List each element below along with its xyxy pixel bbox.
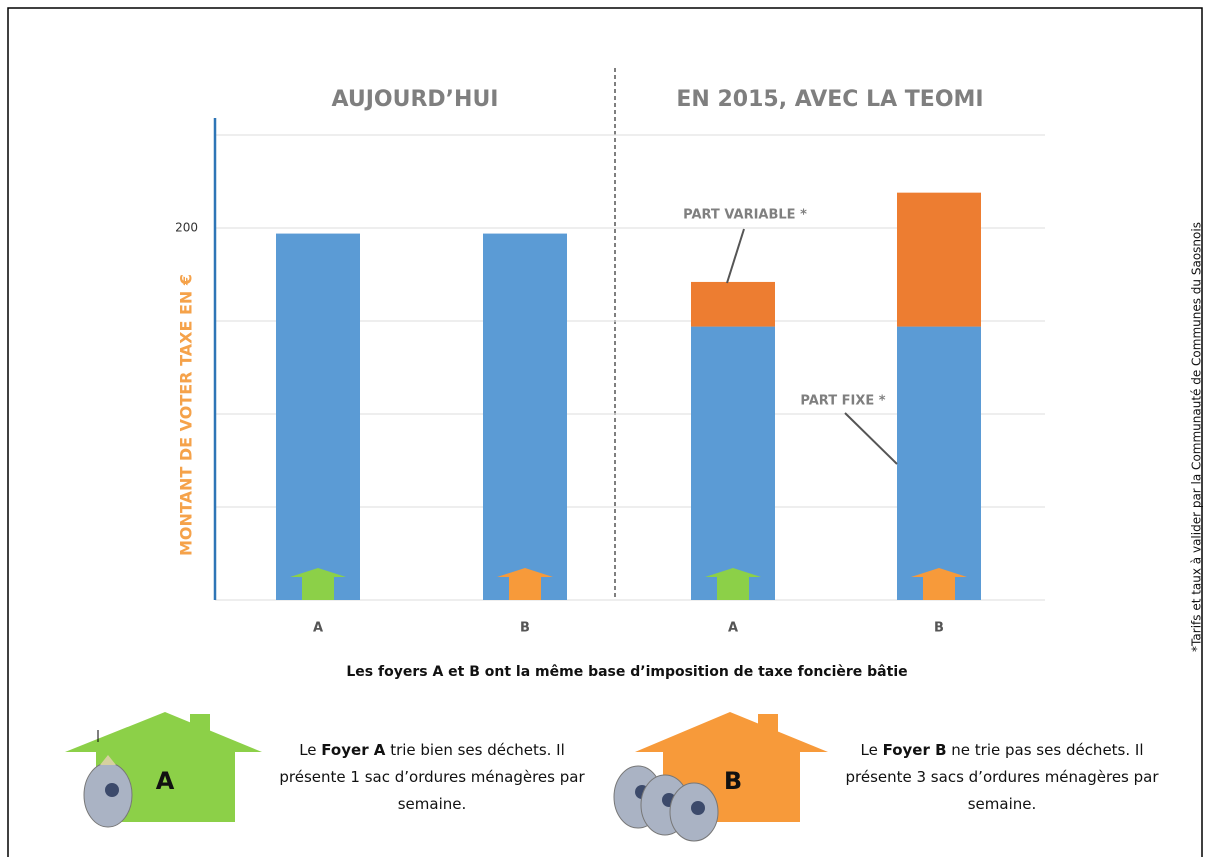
bar xyxy=(897,326,981,600)
x-tick-label: B xyxy=(520,621,530,636)
y-tick-label: 200 xyxy=(175,221,198,235)
house-icon xyxy=(911,568,967,577)
house-icon xyxy=(923,576,955,600)
house-a xyxy=(65,712,262,828)
house-icon xyxy=(290,568,346,577)
annotation-leader xyxy=(726,228,745,284)
series-annotation: PART FIXE * xyxy=(800,394,885,409)
text: trie bien ses déchets. Il présente 1 sac… xyxy=(279,741,585,813)
bar xyxy=(276,233,360,600)
house-icon xyxy=(302,576,334,600)
frame xyxy=(7,7,1203,857)
house-icon xyxy=(717,576,749,600)
panel-title: AUJOURD’HUI xyxy=(332,87,499,112)
text: Le xyxy=(860,741,883,759)
plot: 200 A B A B PART VARIABLE * PART FIXE * xyxy=(175,134,1045,636)
house-icon xyxy=(509,576,541,600)
footnote: *Tarifs et taux à valider par la Communa… xyxy=(1190,222,1204,652)
house-b xyxy=(613,712,828,842)
x-tick-label: A xyxy=(728,621,738,636)
y-axis-label: MONTANT DE VOTER TAXE EN € xyxy=(177,274,196,556)
text-bold: Foyer A xyxy=(321,741,386,759)
caption: Les foyers A et B ont la même base d’imp… xyxy=(346,664,907,680)
trash-bag xyxy=(669,782,719,842)
annotation-leader xyxy=(844,412,898,465)
house-icon xyxy=(705,568,761,577)
x-tick-label: A xyxy=(313,621,323,636)
house-label: A xyxy=(156,767,175,795)
house-label: B xyxy=(724,767,742,795)
house-icon xyxy=(497,568,553,577)
trash-bag xyxy=(83,755,133,828)
x-tick-label: B xyxy=(934,621,944,636)
bar xyxy=(483,233,567,600)
household-text: Le Foyer B ne trie pas ses déchets. Il p… xyxy=(842,737,1162,818)
text: Le xyxy=(299,741,322,759)
series-annotation: PART VARIABLE * xyxy=(683,208,807,223)
bar xyxy=(691,326,775,600)
text-bold: Foyer B xyxy=(882,741,947,759)
household-text: Le Foyer A trie bien ses déchets. Il pré… xyxy=(272,737,592,818)
panel-title: EN 2015, AVEC LA TEOMI xyxy=(676,87,983,112)
bar xyxy=(897,192,981,327)
text: ne trie pas ses déchets. Il présente 3 s… xyxy=(845,741,1159,813)
bar xyxy=(691,281,775,327)
